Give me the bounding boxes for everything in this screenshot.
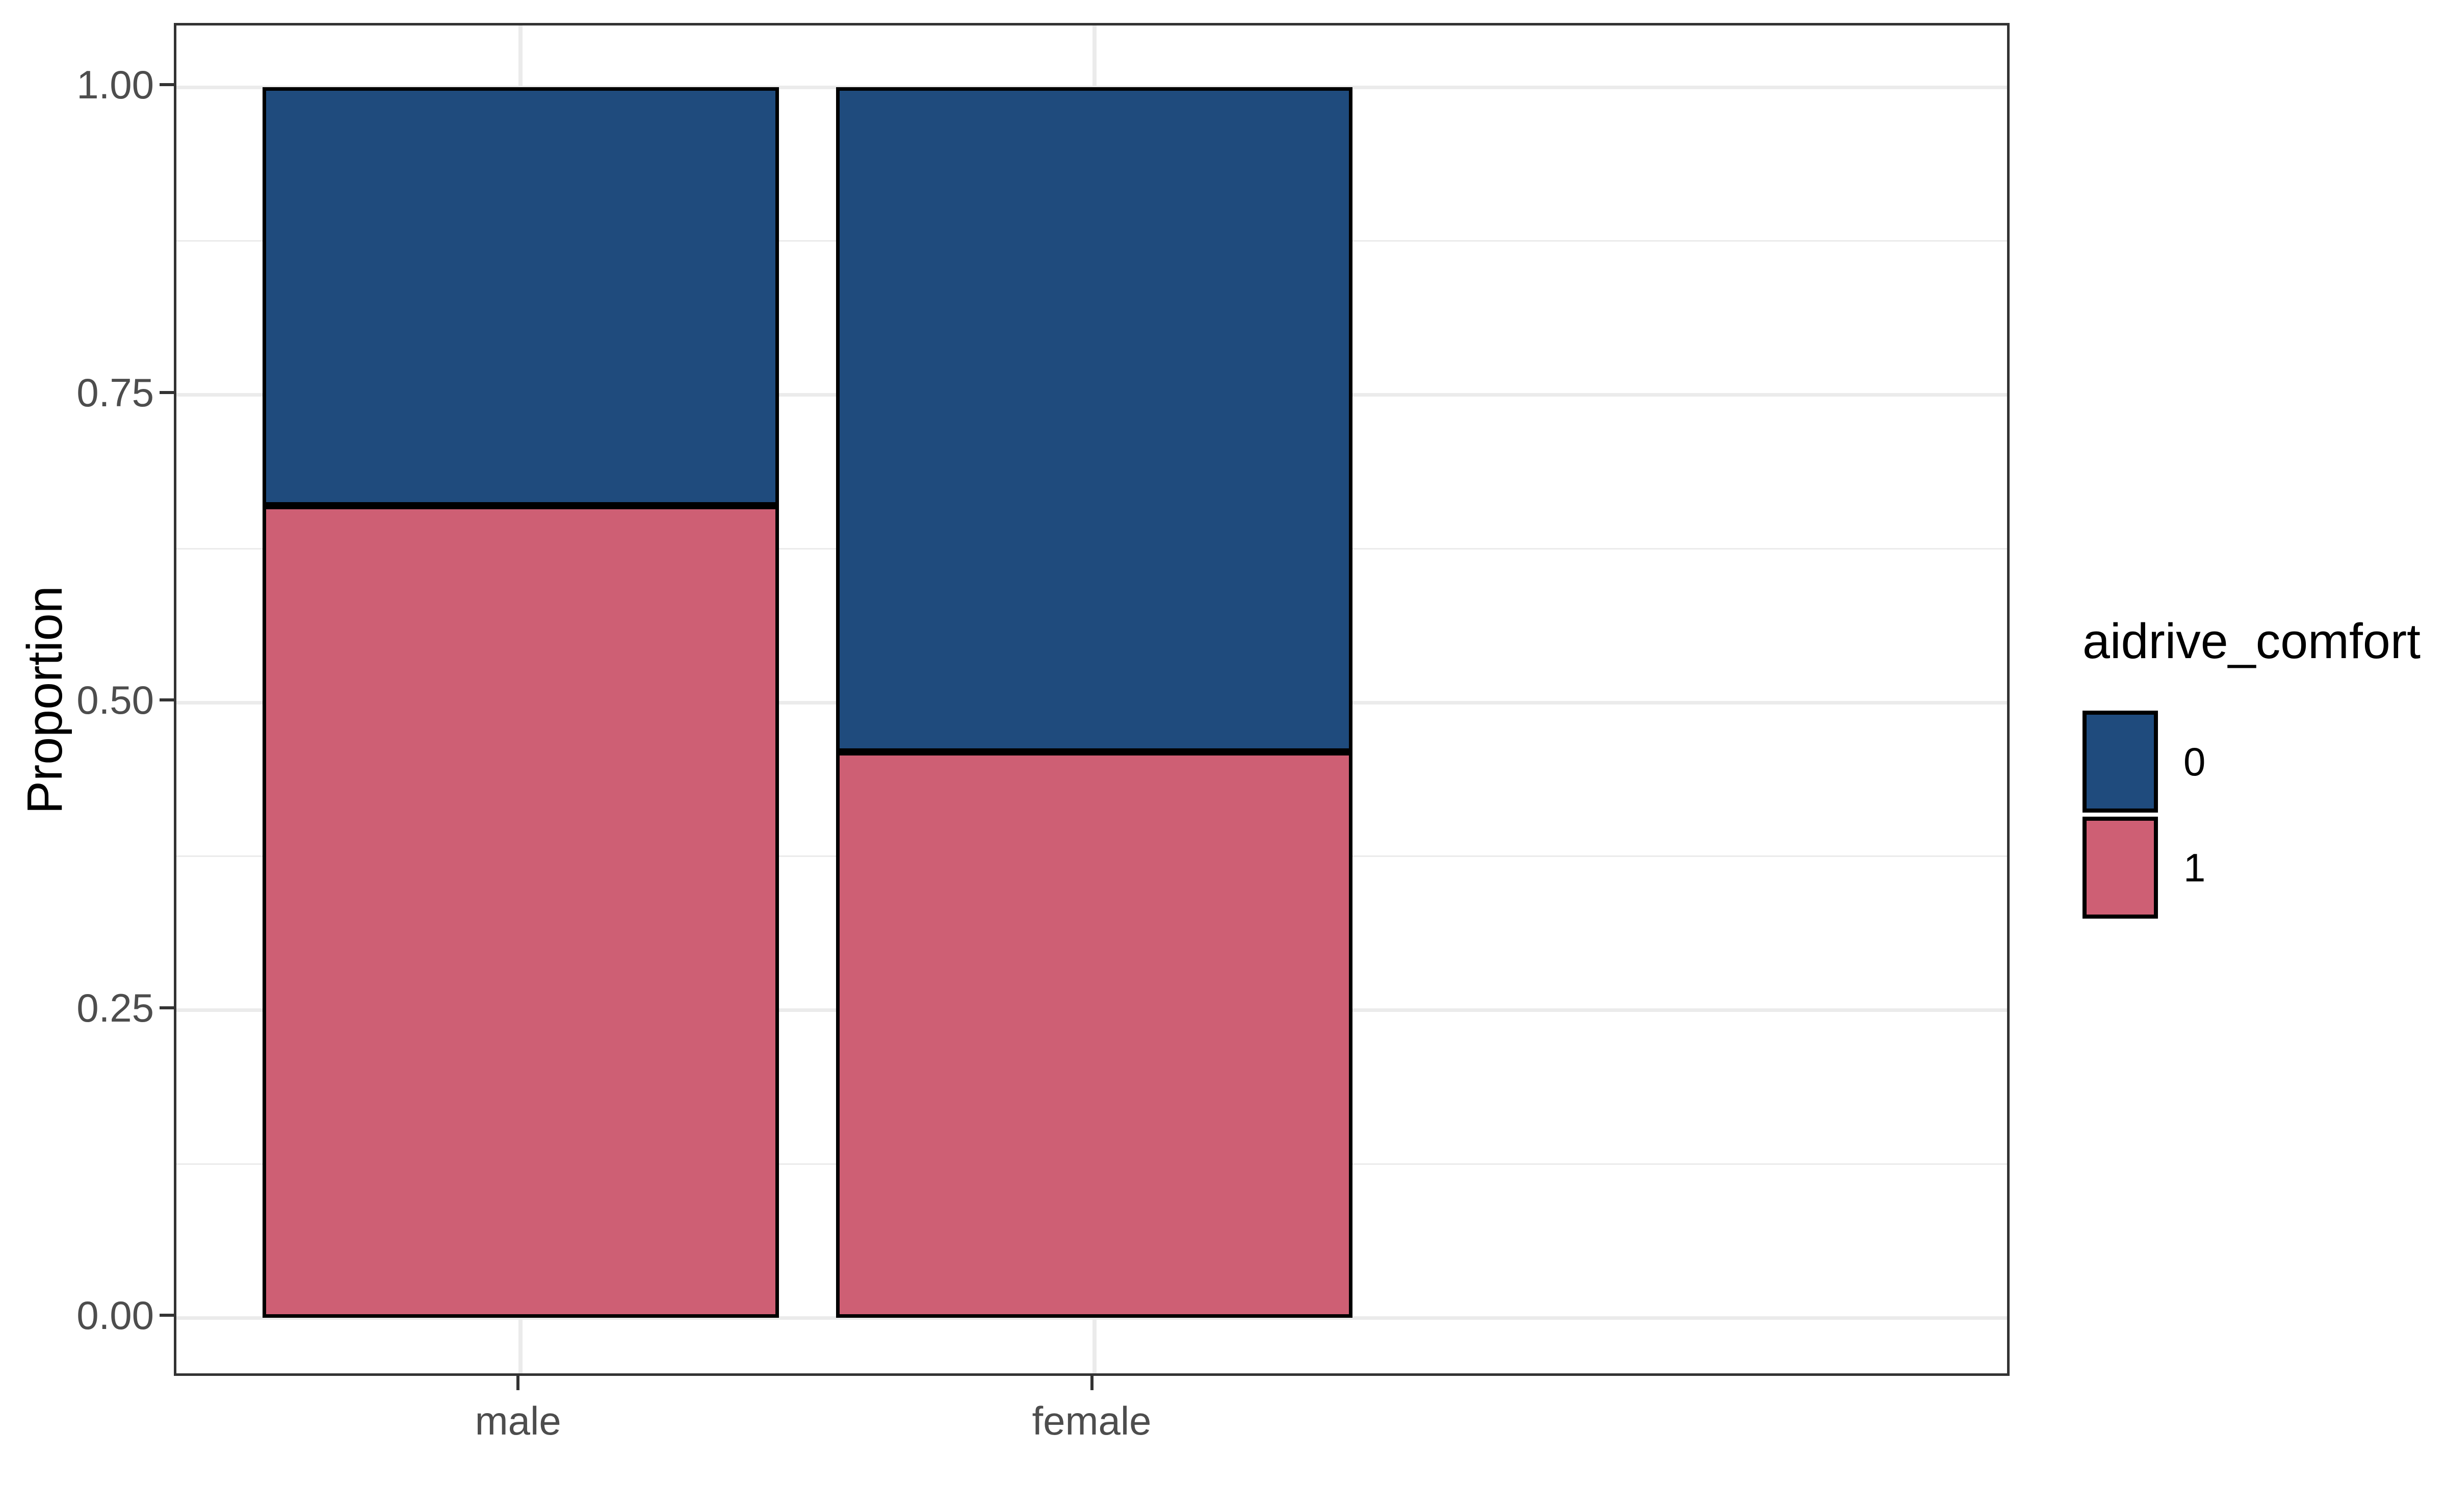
y-tick-label: 0.75 xyxy=(76,370,154,415)
y-tick-label: 0.50 xyxy=(76,677,154,722)
x-tick-label: female xyxy=(1032,1398,1152,1443)
y-tick-mark xyxy=(160,390,174,394)
legend-entry-0: 0 xyxy=(2082,711,2420,813)
bar-segment-female-0 xyxy=(836,87,1352,752)
legend-swatch-0 xyxy=(2082,711,2158,813)
y-tick-mark xyxy=(160,1314,174,1317)
x-tick-mark xyxy=(516,1376,520,1390)
legend-entry-1: 1 xyxy=(2082,817,2420,919)
y-tick-label: 1.00 xyxy=(76,62,154,107)
legend-entry-label: 0 xyxy=(2183,739,2206,784)
plot-panel xyxy=(174,23,2010,1376)
bar-segment-female-1 xyxy=(836,751,1352,1318)
y-tick-label: 0.00 xyxy=(76,1293,154,1338)
legend-swatch-1 xyxy=(2082,817,2158,919)
y-tick-mark xyxy=(160,83,174,86)
x-tick-label: male xyxy=(475,1398,561,1443)
major-gridline xyxy=(176,1316,2007,1320)
bar-segment-male-1 xyxy=(262,505,779,1318)
y-tick-mark xyxy=(160,1006,174,1009)
y-tick-mark xyxy=(160,698,174,701)
bar-segment-male-0 xyxy=(262,87,779,506)
y-tick-label: 0.25 xyxy=(76,985,154,1030)
legend-entry-label: 1 xyxy=(2183,845,2206,890)
legend-title: aidrive_comfort xyxy=(2082,613,2421,669)
x-tick-mark xyxy=(1090,1376,1094,1390)
